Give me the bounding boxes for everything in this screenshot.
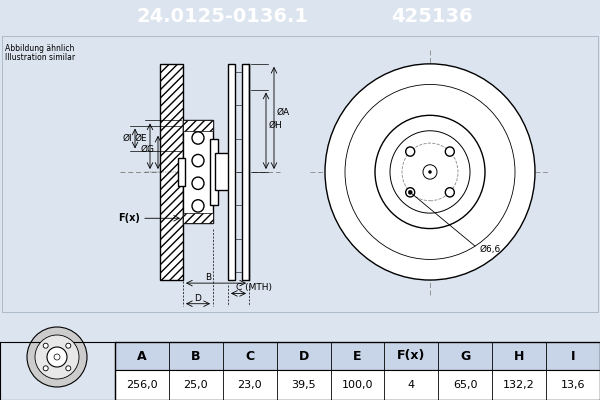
Text: F(x): F(x)	[118, 213, 140, 223]
Bar	[160, 64, 183, 280]
Circle shape	[375, 115, 485, 228]
Text: G: G	[460, 350, 470, 362]
Text: B: B	[191, 350, 200, 362]
Text: C (MTH): C (MTH)	[236, 283, 272, 292]
Bar	[215, 154, 233, 190]
Bar	[228, 64, 235, 280]
Bar	[183, 120, 213, 131]
Circle shape	[345, 84, 515, 260]
Text: 100,0: 100,0	[342, 380, 373, 390]
Text: ØA: ØA	[277, 108, 290, 117]
Text: D: D	[298, 350, 309, 362]
Circle shape	[445, 188, 454, 197]
Text: 132,2: 132,2	[503, 380, 535, 390]
Text: D: D	[194, 294, 202, 303]
Circle shape	[408, 190, 412, 194]
Circle shape	[423, 165, 437, 179]
Text: F(x): F(x)	[397, 350, 425, 362]
Bar	[183, 120, 213, 224]
Text: Abbildung ähnlich: Abbildung ähnlich	[5, 44, 74, 53]
Circle shape	[66, 343, 71, 348]
Text: 425136: 425136	[391, 8, 473, 26]
Circle shape	[27, 327, 87, 387]
Bar	[115, 342, 600, 370]
Text: H: H	[514, 350, 524, 362]
Text: 25,0: 25,0	[184, 380, 208, 390]
Text: 65,0: 65,0	[453, 380, 478, 390]
Text: ØG: ØG	[141, 145, 155, 154]
Text: B: B	[205, 273, 211, 282]
Circle shape	[428, 170, 431, 174]
Circle shape	[54, 354, 60, 360]
Circle shape	[47, 347, 67, 367]
Text: ØH: ØH	[269, 121, 283, 130]
Circle shape	[192, 200, 204, 212]
Circle shape	[35, 335, 79, 379]
Circle shape	[406, 147, 415, 156]
Circle shape	[66, 366, 71, 371]
Text: 4: 4	[408, 380, 415, 390]
Bar	[210, 139, 218, 205]
Bar	[242, 64, 249, 280]
Bar	[115, 342, 600, 400]
Circle shape	[192, 177, 204, 190]
Circle shape	[325, 64, 535, 280]
Text: E: E	[353, 350, 362, 362]
Text: 24.0125-0136.1: 24.0125-0136.1	[136, 8, 308, 26]
Text: Illustration similar: Illustration similar	[5, 52, 75, 62]
Text: I: I	[571, 350, 575, 362]
Text: ate: ate	[354, 173, 476, 239]
Circle shape	[406, 188, 415, 197]
Bar	[178, 158, 185, 186]
Text: 256,0: 256,0	[126, 380, 158, 390]
Circle shape	[390, 131, 470, 213]
Bar	[115, 370, 600, 400]
Bar	[183, 213, 213, 224]
Circle shape	[43, 366, 48, 371]
Circle shape	[445, 147, 454, 156]
Circle shape	[192, 154, 204, 167]
Text: C: C	[245, 350, 254, 362]
Text: A: A	[137, 350, 147, 362]
Text: 39,5: 39,5	[291, 380, 316, 390]
Circle shape	[192, 132, 204, 144]
Text: Ø6,6: Ø6,6	[480, 245, 501, 254]
Text: ØI: ØI	[122, 134, 132, 143]
Circle shape	[43, 343, 48, 348]
Text: ØE: ØE	[134, 134, 147, 142]
Text: 13,6: 13,6	[561, 380, 586, 390]
Text: 23,0: 23,0	[238, 380, 262, 390]
